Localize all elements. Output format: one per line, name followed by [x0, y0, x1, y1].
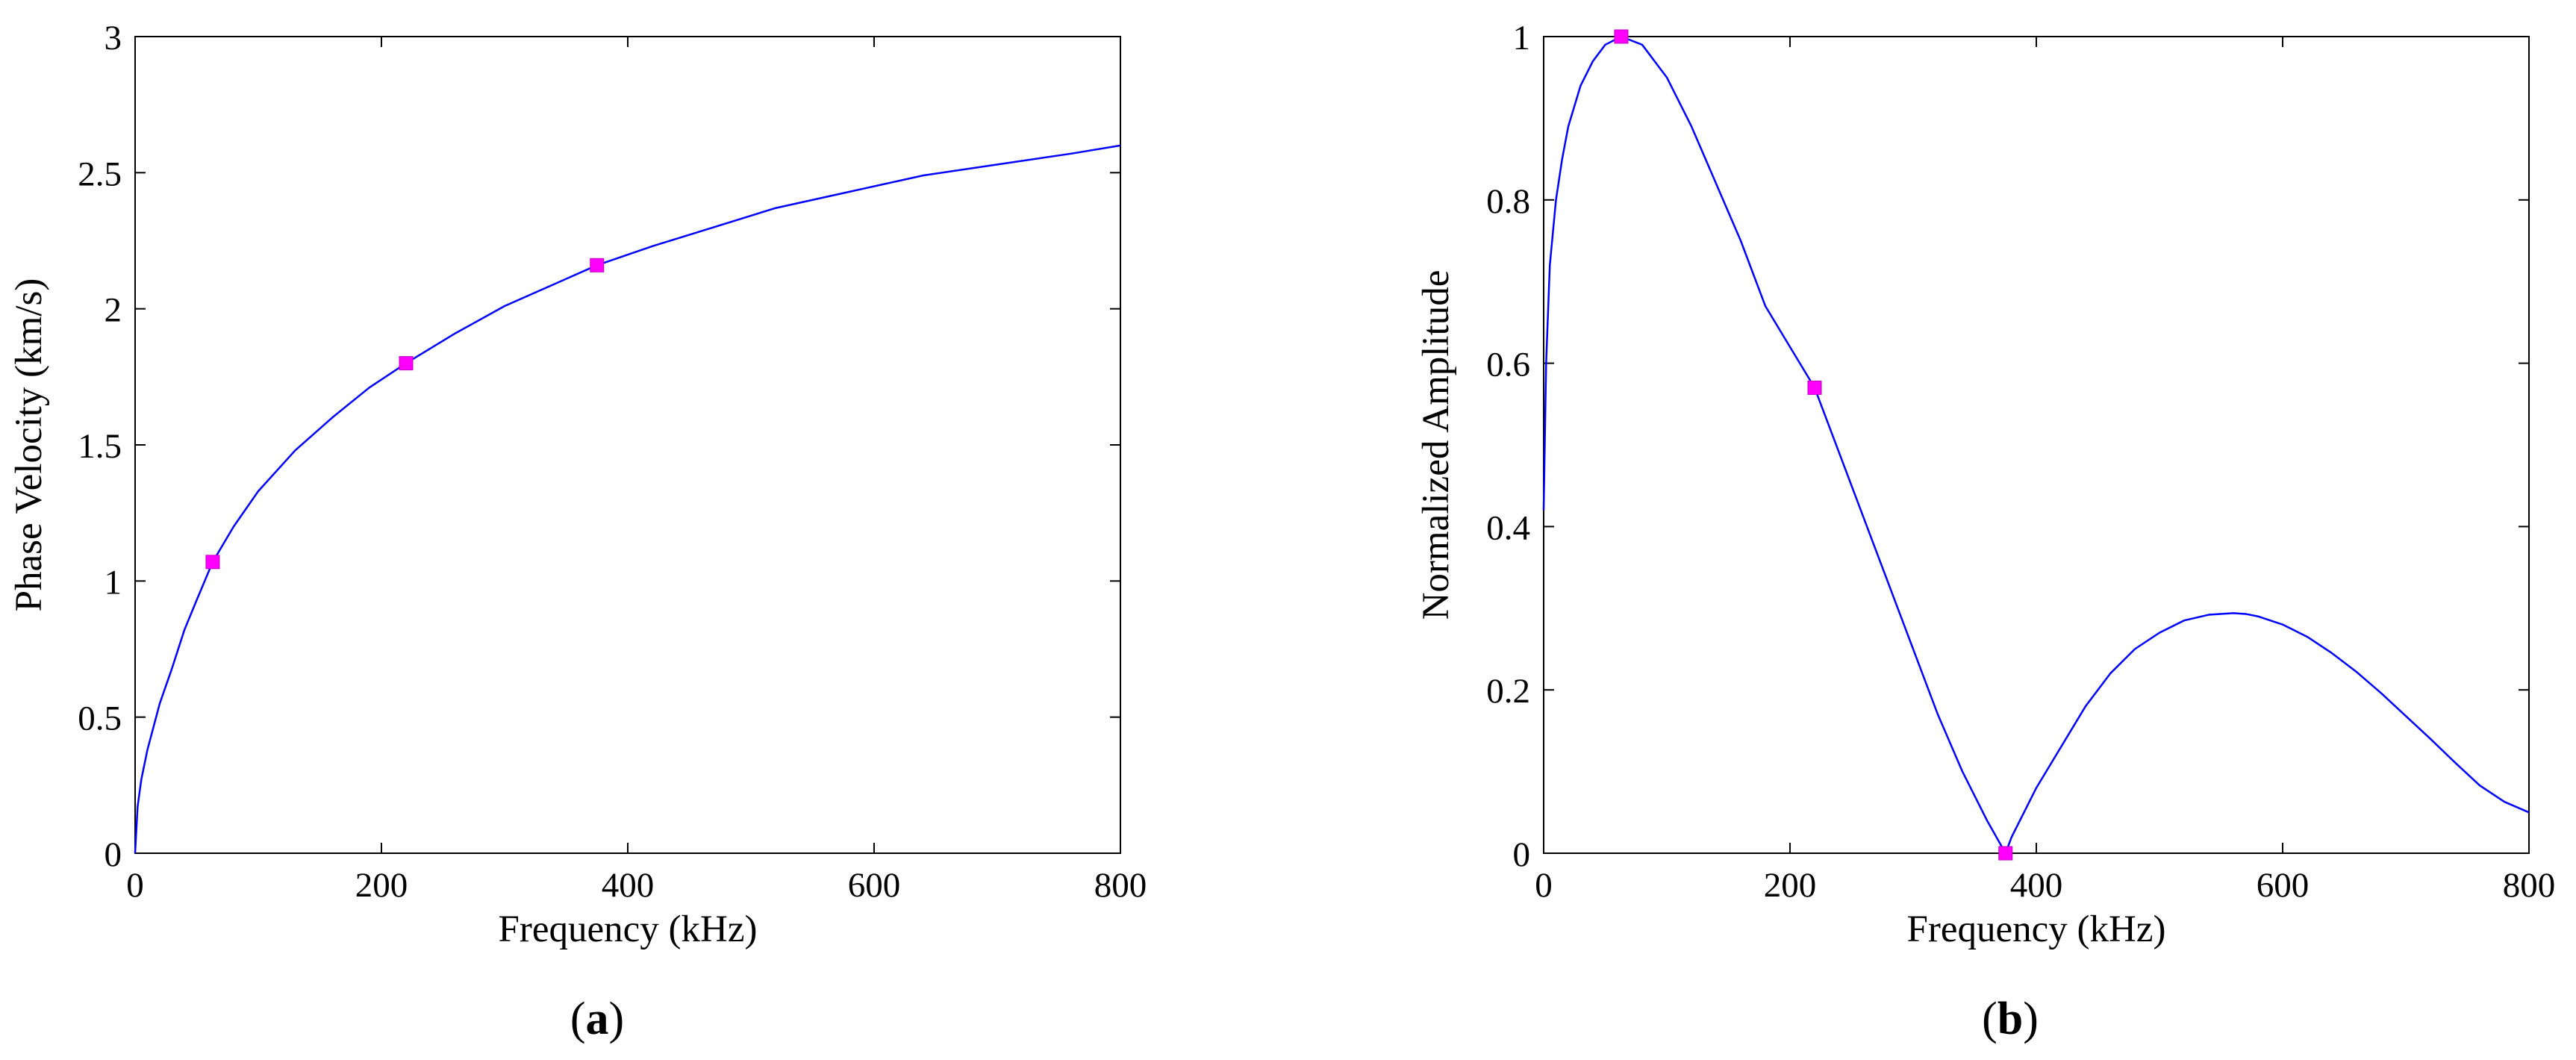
- panel-tag: (a): [570, 994, 624, 1044]
- x-tick-label: 200: [355, 866, 408, 905]
- panel-tag-letter: a: [586, 994, 609, 1044]
- y-tick-label: 2.5: [78, 155, 122, 193]
- panel-tag-close: ): [2023, 994, 2039, 1044]
- series-line: [1542, 35, 2530, 855]
- panel-tag-close: ): [609, 994, 625, 1044]
- y-tick-label: 2: [105, 291, 122, 330]
- x-tick-label: 600: [848, 866, 901, 905]
- y-tick-label: 0.5: [78, 699, 122, 738]
- x-tick-label: 800: [2503, 866, 2556, 905]
- data-point-marker: [1998, 846, 2013, 861]
- data-point-marker: [1614, 29, 1629, 44]
- x-axis-title: Frequency (kHz): [499, 908, 758, 950]
- panel-tag-open: (: [1982, 994, 1998, 1044]
- y-tick-label: 1.5: [78, 427, 122, 466]
- y-tick-label: 0.4: [1486, 508, 1530, 547]
- data-point-marker: [399, 356, 414, 371]
- panel-b: 0 200 400 600 800 0 0.2 0.4 0.6 0.8 1 Frequency (kH…: [1415, 19, 2555, 1044]
- x-tick-label: 0: [126, 866, 144, 905]
- panel-tag-letter: b: [1998, 994, 2023, 1044]
- x-tick-label: 0: [1535, 866, 1553, 905]
- series-line: [134, 144, 1121, 854]
- x-axis-title: Frequency (kHz): [1907, 908, 2166, 950]
- y-tick-label: 0.2: [1486, 672, 1530, 711]
- y-tick-label: 1: [105, 563, 122, 602]
- y-tick-label: 3: [105, 19, 122, 57]
- data-point-marker: [1807, 380, 1822, 395]
- x-tick-label: 800: [1094, 866, 1147, 905]
- y-axis-title: Phase Velocity (km/s): [8, 278, 50, 612]
- y-tick-label: 0: [105, 835, 122, 874]
- panel-a: 0 200 400 600 800 0 0.5 1 1.5 2 2.5 3 Frequency (kHz…: [8, 19, 1147, 1044]
- x-tick-label: 200: [1764, 866, 1817, 905]
- plot-frame: [134, 36, 1121, 854]
- y-tick-label: 0.6: [1486, 346, 1530, 384]
- y-tick-label: 1: [1513, 19, 1531, 57]
- plot-frame: [1543, 36, 2530, 854]
- x-tick-label: 600: [2257, 866, 2310, 905]
- y-tick-label: 0: [1513, 835, 1531, 874]
- x-tick-label: 400: [2010, 866, 2063, 905]
- data-point-marker: [590, 258, 605, 272]
- data-point-marker: [205, 555, 220, 570]
- panel-tag: (b): [1982, 994, 2039, 1044]
- y-tick-label: 0.8: [1486, 182, 1530, 221]
- panel-tag-open: (: [570, 994, 586, 1044]
- y-axis-title: Normalized Amplitude: [1415, 270, 1457, 620]
- x-tick-label: 400: [602, 866, 655, 905]
